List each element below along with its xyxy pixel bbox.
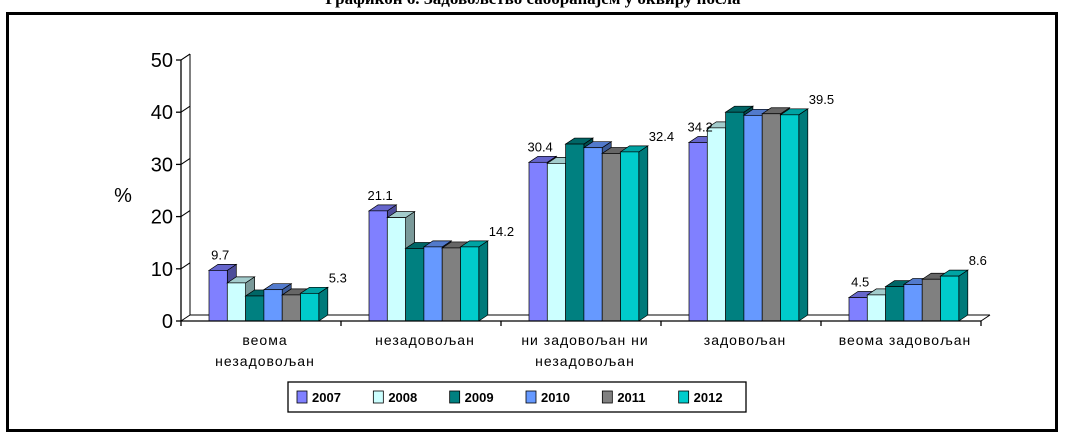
y-tick-depth	[180, 210, 191, 218]
bar	[620, 151, 640, 322]
bar	[226, 282, 246, 322]
data-label: 30.4	[527, 139, 552, 154]
data-label: 5.3	[329, 270, 347, 285]
bar	[565, 143, 585, 322]
legend-swatch	[525, 390, 537, 404]
floor-right-edge	[980, 314, 991, 322]
y-tick-label: 30	[151, 154, 173, 176]
data-label: 39.5	[809, 92, 834, 107]
data-label: 4.5	[851, 275, 869, 290]
legend-label: 2008	[388, 390, 417, 405]
legend-label: 2010	[541, 390, 570, 405]
y-tick-depth	[180, 262, 191, 270]
bar	[921, 278, 941, 322]
bar	[866, 294, 886, 322]
bar	[546, 163, 566, 322]
bar	[601, 153, 621, 322]
y-tick-label: 0	[162, 311, 173, 333]
y-tick-depth	[180, 105, 191, 113]
bar	[780, 114, 800, 322]
bar	[761, 113, 781, 322]
legend-label: 2009	[465, 390, 494, 405]
bar	[300, 292, 320, 322]
bar	[460, 246, 480, 322]
y-axis-label: %	[114, 185, 132, 207]
legend-label: 2012	[694, 390, 723, 405]
legend-label: 2007	[312, 390, 341, 405]
x-category-label: незадовољан	[535, 353, 635, 369]
data-label: 9.7	[211, 247, 229, 262]
bar-side	[638, 145, 649, 322]
data-label: 14.2	[489, 224, 514, 239]
data-label: 8.6	[969, 253, 987, 268]
bar	[706, 127, 726, 322]
data-label: 32.4	[649, 129, 674, 144]
x-category-label: незадовољан	[215, 353, 315, 369]
x-category-label: веома задовољан	[839, 332, 972, 348]
y-tick-depth	[180, 157, 191, 165]
bar	[441, 247, 461, 322]
y-tick-depth	[180, 53, 191, 61]
y-tick-label: 50	[151, 50, 173, 72]
bar-side	[958, 269, 969, 322]
bar	[245, 295, 265, 322]
legend-swatch	[678, 390, 690, 404]
bar	[903, 284, 923, 322]
bar-side	[478, 240, 489, 322]
legend-label: 2011	[617, 390, 645, 405]
chart-title: Графикон 6. Задовољство саобраћајем у ок…	[0, 0, 1066, 9]
legend-swatch	[296, 390, 308, 404]
legend-swatch	[601, 390, 613, 404]
bar	[208, 270, 228, 322]
y-tick-label: 10	[151, 259, 173, 281]
bar	[405, 248, 425, 322]
legend-swatch	[449, 390, 461, 404]
bar	[940, 275, 960, 322]
y-tick-label: 20	[151, 207, 173, 229]
bar	[725, 111, 745, 322]
x-category-label: веома	[242, 332, 287, 348]
bar	[263, 289, 283, 322]
chart-frame: 0 10 20 30 40 50% веома незадовољан незадовољан н…	[6, 12, 1058, 432]
bar	[368, 210, 388, 322]
bar	[528, 161, 548, 322]
bar	[688, 142, 708, 322]
legend-swatch	[372, 390, 384, 404]
data-label: 34.2	[687, 119, 712, 134]
x-category-label: задовољан	[704, 332, 786, 348]
bar	[743, 114, 763, 322]
x-category-label: ни задовољан ни	[521, 332, 648, 348]
bar-chart: 0 10 20 30 40 50% веома незадовољан незадовољан н…	[114, 50, 991, 413]
bar	[386, 217, 406, 322]
data-label: 21.1	[367, 188, 392, 203]
y-tick-label: 40	[151, 102, 173, 124]
bar	[885, 286, 905, 322]
bar	[848, 297, 868, 322]
x-category-label: незадовољан	[375, 332, 475, 348]
bar	[281, 294, 301, 322]
bar	[423, 246, 443, 322]
bar	[583, 147, 603, 322]
y-tick-depth	[180, 314, 191, 322]
legend	[287, 381, 747, 413]
bar-side	[798, 108, 809, 322]
